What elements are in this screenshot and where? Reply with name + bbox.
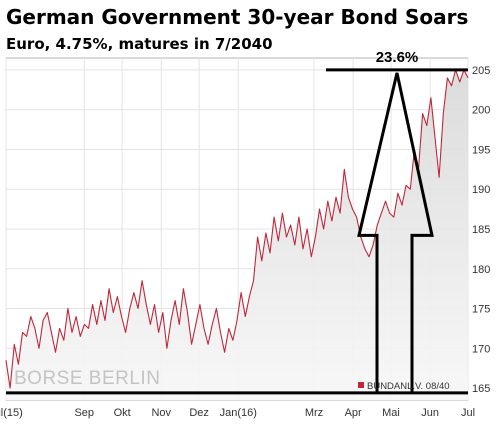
x-axis: Jul(15) Sep Okt Nov Dez Jan(16) Mrz Apr Mai Jun Ju… — [0, 407, 475, 419]
y-tick-label: 205 — [472, 65, 490, 77]
y-tick-label: 190 — [472, 184, 490, 196]
x-tick-label: Jun — [421, 407, 439, 419]
x-tick-label: Sep — [74, 407, 94, 419]
gain-label: 23.6% — [376, 49, 419, 66]
y-tick-label: 180 — [472, 264, 490, 276]
y-tick-label: 200 — [472, 105, 490, 117]
annotation-group: 23.6% — [6, 49, 468, 395]
legend-label: BUNDANL.V. 08/40 — [367, 381, 450, 392]
x-tick-label: Okt — [114, 407, 131, 419]
x-tick-label: Jan(16) — [220, 407, 257, 419]
x-tick-label: Jul — [461, 407, 475, 419]
x-tick-label: Mrz — [305, 407, 323, 419]
x-tick-label: Mai — [382, 407, 400, 419]
y-tick-label: 185 — [472, 224, 490, 236]
x-tick-label: Nov — [151, 407, 171, 419]
gain-arrow — [357, 72, 434, 393]
legend-swatch — [358, 382, 364, 388]
chart-title: German Government 30-year Bond Soars — [6, 5, 468, 29]
watermark: BORSE BERLIN — [14, 368, 160, 389]
x-tick-label: Apr — [345, 407, 362, 419]
chart-subtitle: Euro, 4.75%, matures in 7/2040 — [6, 35, 273, 53]
y-tick-label: 170 — [472, 343, 490, 355]
y-tick-label: 175 — [472, 304, 490, 316]
y-tick-label: 165 — [472, 383, 490, 395]
series-group — [5, 69, 469, 389]
y-axis: 165 170 175 180 185 190 195 200 205 — [472, 65, 490, 395]
x-tick-label: Jul(15) — [0, 407, 23, 419]
x-tick-label: Dez — [189, 407, 209, 419]
series-line — [5, 69, 469, 389]
y-tick-label: 195 — [472, 144, 490, 156]
